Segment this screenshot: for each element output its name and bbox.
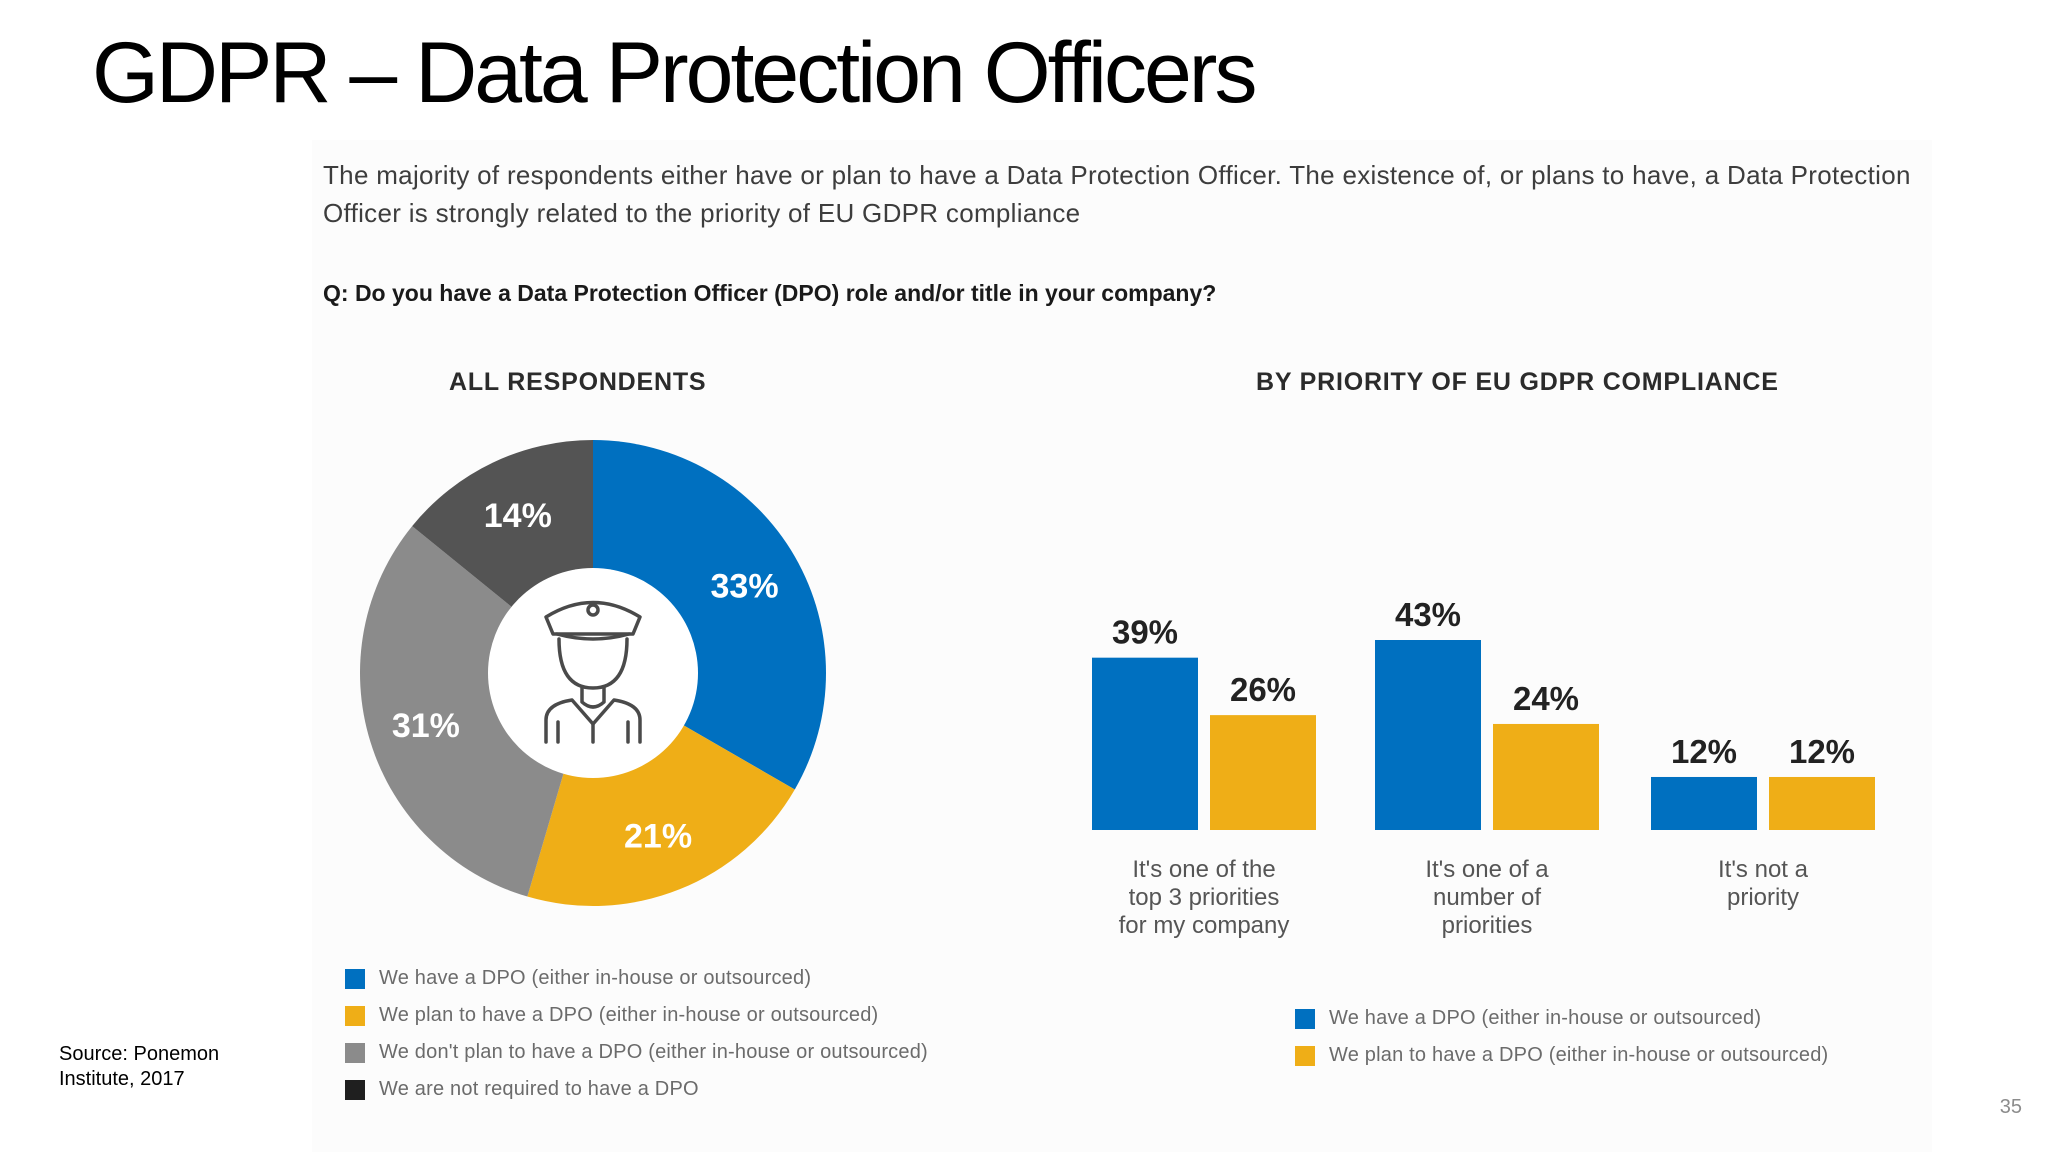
source-line: Institute, 2017 bbox=[59, 1068, 185, 1090]
slide-number: 35 bbox=[1999, 1096, 2022, 1118]
survey-question: Q: Do you have a Data Protection Officer… bbox=[323, 280, 1217, 306]
legend-item: We have a DPO (either in-house or outsou… bbox=[345, 960, 928, 997]
bar-category-label: priorities bbox=[1442, 912, 1533, 939]
legend-label: We plan to have a DPO (either in-house o… bbox=[379, 1004, 879, 1026]
legend-item: We are not required to have a DPO bbox=[345, 1071, 928, 1108]
bar-legend: We have a DPO (either in-house or outsou… bbox=[1295, 1000, 1828, 1074]
legend-label: We are not required to have a DPO bbox=[379, 1078, 699, 1100]
bar-category-label: top 3 priorities bbox=[1129, 884, 1280, 911]
source-note: Source: Ponemon Institute, 2017 bbox=[59, 1042, 219, 1092]
bar-category-label: for my company bbox=[1119, 912, 1290, 939]
bar-category-label: It's not a bbox=[1718, 856, 1809, 883]
donut-slice-label: 21% bbox=[624, 817, 692, 855]
slide-title: GDPR – Data Protection Officers bbox=[92, 25, 1257, 121]
bar-category-label: It's one of the bbox=[1132, 856, 1275, 883]
bar-chart-title: BY PRIORITY OF EU GDPR COMPLIANCE bbox=[1256, 368, 1779, 396]
bar-category-label: priority bbox=[1727, 884, 1799, 911]
legend-label: We have a DPO (either in-house or outsou… bbox=[379, 967, 812, 989]
bar-value-label: 43% bbox=[1395, 596, 1461, 633]
bar-plan-dpo bbox=[1769, 776, 1875, 830]
donut-legend: We have a DPO (either in-house or outsou… bbox=[345, 960, 928, 1108]
source-line: Source: Ponemon bbox=[59, 1043, 220, 1065]
legend-swatch-plan-dpo bbox=[1295, 1045, 1315, 1066]
donut-hole bbox=[488, 568, 698, 778]
legend-swatch-plan-dpo bbox=[345, 1005, 365, 1026]
bar-value-label: 26% bbox=[1230, 671, 1296, 708]
legend-item: We have a DPO (either in-house or outsou… bbox=[1295, 1000, 1828, 1037]
donut-chart-title: ALL RESPONDENTS bbox=[449, 368, 707, 396]
legend-item: We don't plan to have a DPO (either in-h… bbox=[345, 1034, 928, 1071]
donut-slice bbox=[360, 526, 593, 897]
legend-swatch-have-dpo bbox=[345, 968, 365, 989]
legend-label: We don't plan to have a DPO (either in-h… bbox=[379, 1041, 928, 1063]
legend-item: We plan to have a DPO (either in-house o… bbox=[345, 997, 928, 1034]
bar-category-label: It's one of a bbox=[1425, 856, 1549, 883]
bar-have-dpo bbox=[1092, 657, 1198, 830]
donut-chart: 33% 21% 31% 14% bbox=[360, 440, 826, 906]
intro-text: The majority of respondents either have … bbox=[323, 160, 1911, 228]
donut-slice-label: 33% bbox=[711, 568, 779, 606]
bar-value-label: 12% bbox=[1789, 733, 1855, 770]
legend-swatch-have-dpo bbox=[1295, 1008, 1315, 1029]
bar-value-label: 12% bbox=[1671, 733, 1737, 770]
legend-swatch-no-plan-dpo bbox=[345, 1042, 365, 1063]
bar-value-label: 39% bbox=[1112, 614, 1178, 651]
bar-category-label: number of bbox=[1433, 884, 1541, 911]
bar-plan-dpo bbox=[1493, 723, 1599, 830]
bar-have-dpo bbox=[1651, 776, 1757, 830]
bar-plan-dpo bbox=[1210, 715, 1316, 830]
bar-have-dpo bbox=[1375, 640, 1481, 830]
donut-slice-label: 31% bbox=[392, 707, 460, 745]
bar-value-label: 24% bbox=[1513, 680, 1579, 717]
legend-label: We plan to have a DPO (either in-house o… bbox=[1329, 1044, 1829, 1066]
legend-item: We plan to have a DPO (either in-house o… bbox=[1295, 1037, 1828, 1074]
donut-slice-label: 14% bbox=[484, 497, 552, 535]
officer-icon bbox=[544, 600, 642, 744]
legend-label: We have a DPO (either in-house or outsou… bbox=[1329, 1007, 1762, 1029]
legend-swatch-not-required bbox=[345, 1079, 365, 1100]
